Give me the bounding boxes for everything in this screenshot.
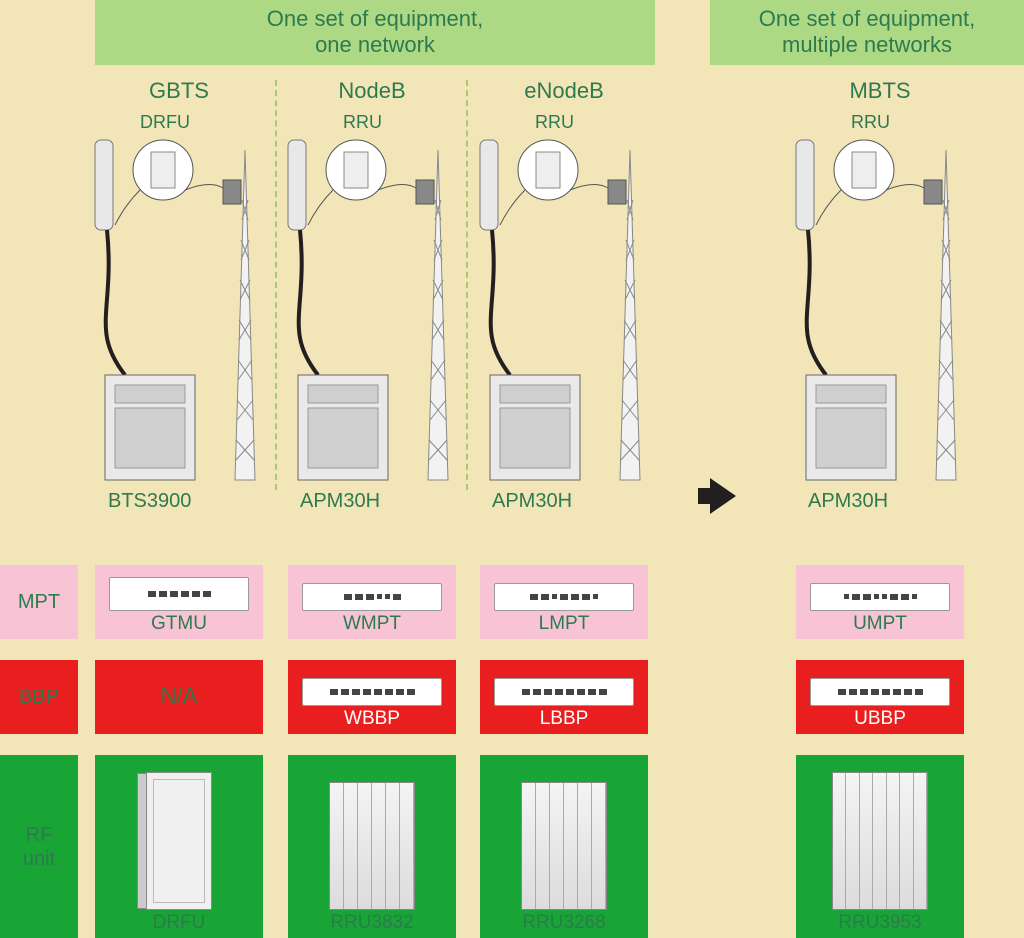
bottom-unit-enodeb: APM30H — [492, 490, 572, 513]
tower-nodeb — [278, 130, 458, 490]
tower-icon — [278, 130, 468, 490]
card-label: N/A — [161, 683, 198, 709]
card-mpt-mbts: UMPT — [796, 565, 964, 639]
board-icon — [494, 678, 634, 706]
card-label: GTMU — [151, 613, 207, 635]
tower-icon — [786, 130, 976, 490]
card-label: WBBP — [344, 708, 400, 730]
tower-icon — [470, 130, 660, 490]
banner-right: One set of equipment, multiple networks — [710, 0, 1024, 65]
banner-left: One set of equipment, one network — [95, 0, 655, 65]
card-mpt-nodeb: WMPT — [288, 565, 456, 639]
row-label-rf: RF unit — [0, 755, 78, 938]
card-rf-nodeb: RRU3832 — [288, 755, 456, 938]
card-label: UMPT — [853, 613, 907, 635]
card-label: RRU3953 — [838, 912, 921, 934]
banner-left-line2: one network — [315, 32, 435, 57]
card-label: UBBP — [854, 708, 906, 730]
card-bbp-enodeb: LBBP — [480, 660, 648, 734]
rf-unit-icon — [832, 772, 928, 910]
card-mpt-enodeb: LMPT — [480, 565, 648, 639]
bottom-unit-gbts: BTS3900 — [108, 490, 191, 513]
rf-card-icon — [146, 772, 212, 910]
tower-mbts — [786, 130, 966, 490]
board-icon — [109, 577, 249, 611]
col-title-mbts: MBTS — [796, 78, 964, 104]
banner-left-line1: One set of equipment, — [267, 6, 483, 31]
card-label: LMPT — [539, 613, 590, 635]
col-title-gbts: GBTS — [95, 78, 263, 104]
card-label: RRU3832 — [330, 912, 413, 934]
col-title-nodeb: NodeB — [288, 78, 456, 104]
card-bbp-gbts: N/A — [95, 660, 263, 734]
bottom-unit-mbts: APM30H — [808, 490, 888, 513]
card-label: DRFU — [153, 912, 206, 934]
card-label: WMPT — [343, 613, 401, 635]
board-icon — [810, 583, 950, 611]
col-title-enodeb: eNodeB — [480, 78, 648, 104]
card-rf-mbts: RRU3953 — [796, 755, 964, 938]
rf-unit-icon — [329, 782, 415, 910]
arrow-icon — [710, 478, 736, 514]
card-rf-enodeb: RRU3268 — [480, 755, 648, 938]
card-label: RRU3268 — [522, 912, 605, 934]
board-icon — [494, 583, 634, 611]
row-label-bbp: BBP — [0, 660, 78, 734]
card-bbp-nodeb: WBBP — [288, 660, 456, 734]
rf-unit-icon — [521, 782, 607, 910]
tower-gbts — [85, 130, 265, 490]
card-label: LBBP — [540, 708, 589, 730]
board-icon — [302, 583, 442, 611]
board-icon — [810, 678, 950, 706]
tower-enodeb — [470, 130, 650, 490]
banner-right-line1: One set of equipment, — [759, 6, 975, 31]
tower-icon — [85, 130, 275, 490]
divider-1 — [275, 80, 277, 490]
board-icon — [302, 678, 442, 706]
card-mpt-gbts: GTMU — [95, 565, 263, 639]
card-bbp-mbts: UBBP — [796, 660, 964, 734]
row-label-mpt: MPT — [0, 565, 78, 639]
card-rf-gbts: DRFU — [95, 755, 263, 938]
bottom-unit-nodeb: APM30H — [300, 490, 380, 513]
banner-right-line2: multiple networks — [782, 32, 952, 57]
